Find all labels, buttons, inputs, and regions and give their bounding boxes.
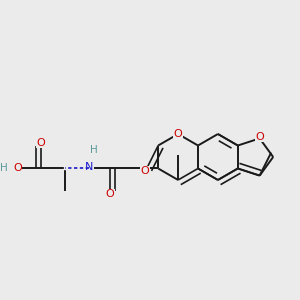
Text: N: N: [85, 162, 94, 172]
Text: H: H: [0, 164, 8, 173]
Text: O: O: [37, 137, 46, 148]
Text: H: H: [90, 146, 98, 155]
Text: O: O: [141, 167, 150, 176]
Text: O: O: [13, 164, 22, 173]
Text: O: O: [106, 190, 114, 200]
Text: O: O: [174, 129, 182, 139]
Text: O: O: [255, 132, 264, 142]
